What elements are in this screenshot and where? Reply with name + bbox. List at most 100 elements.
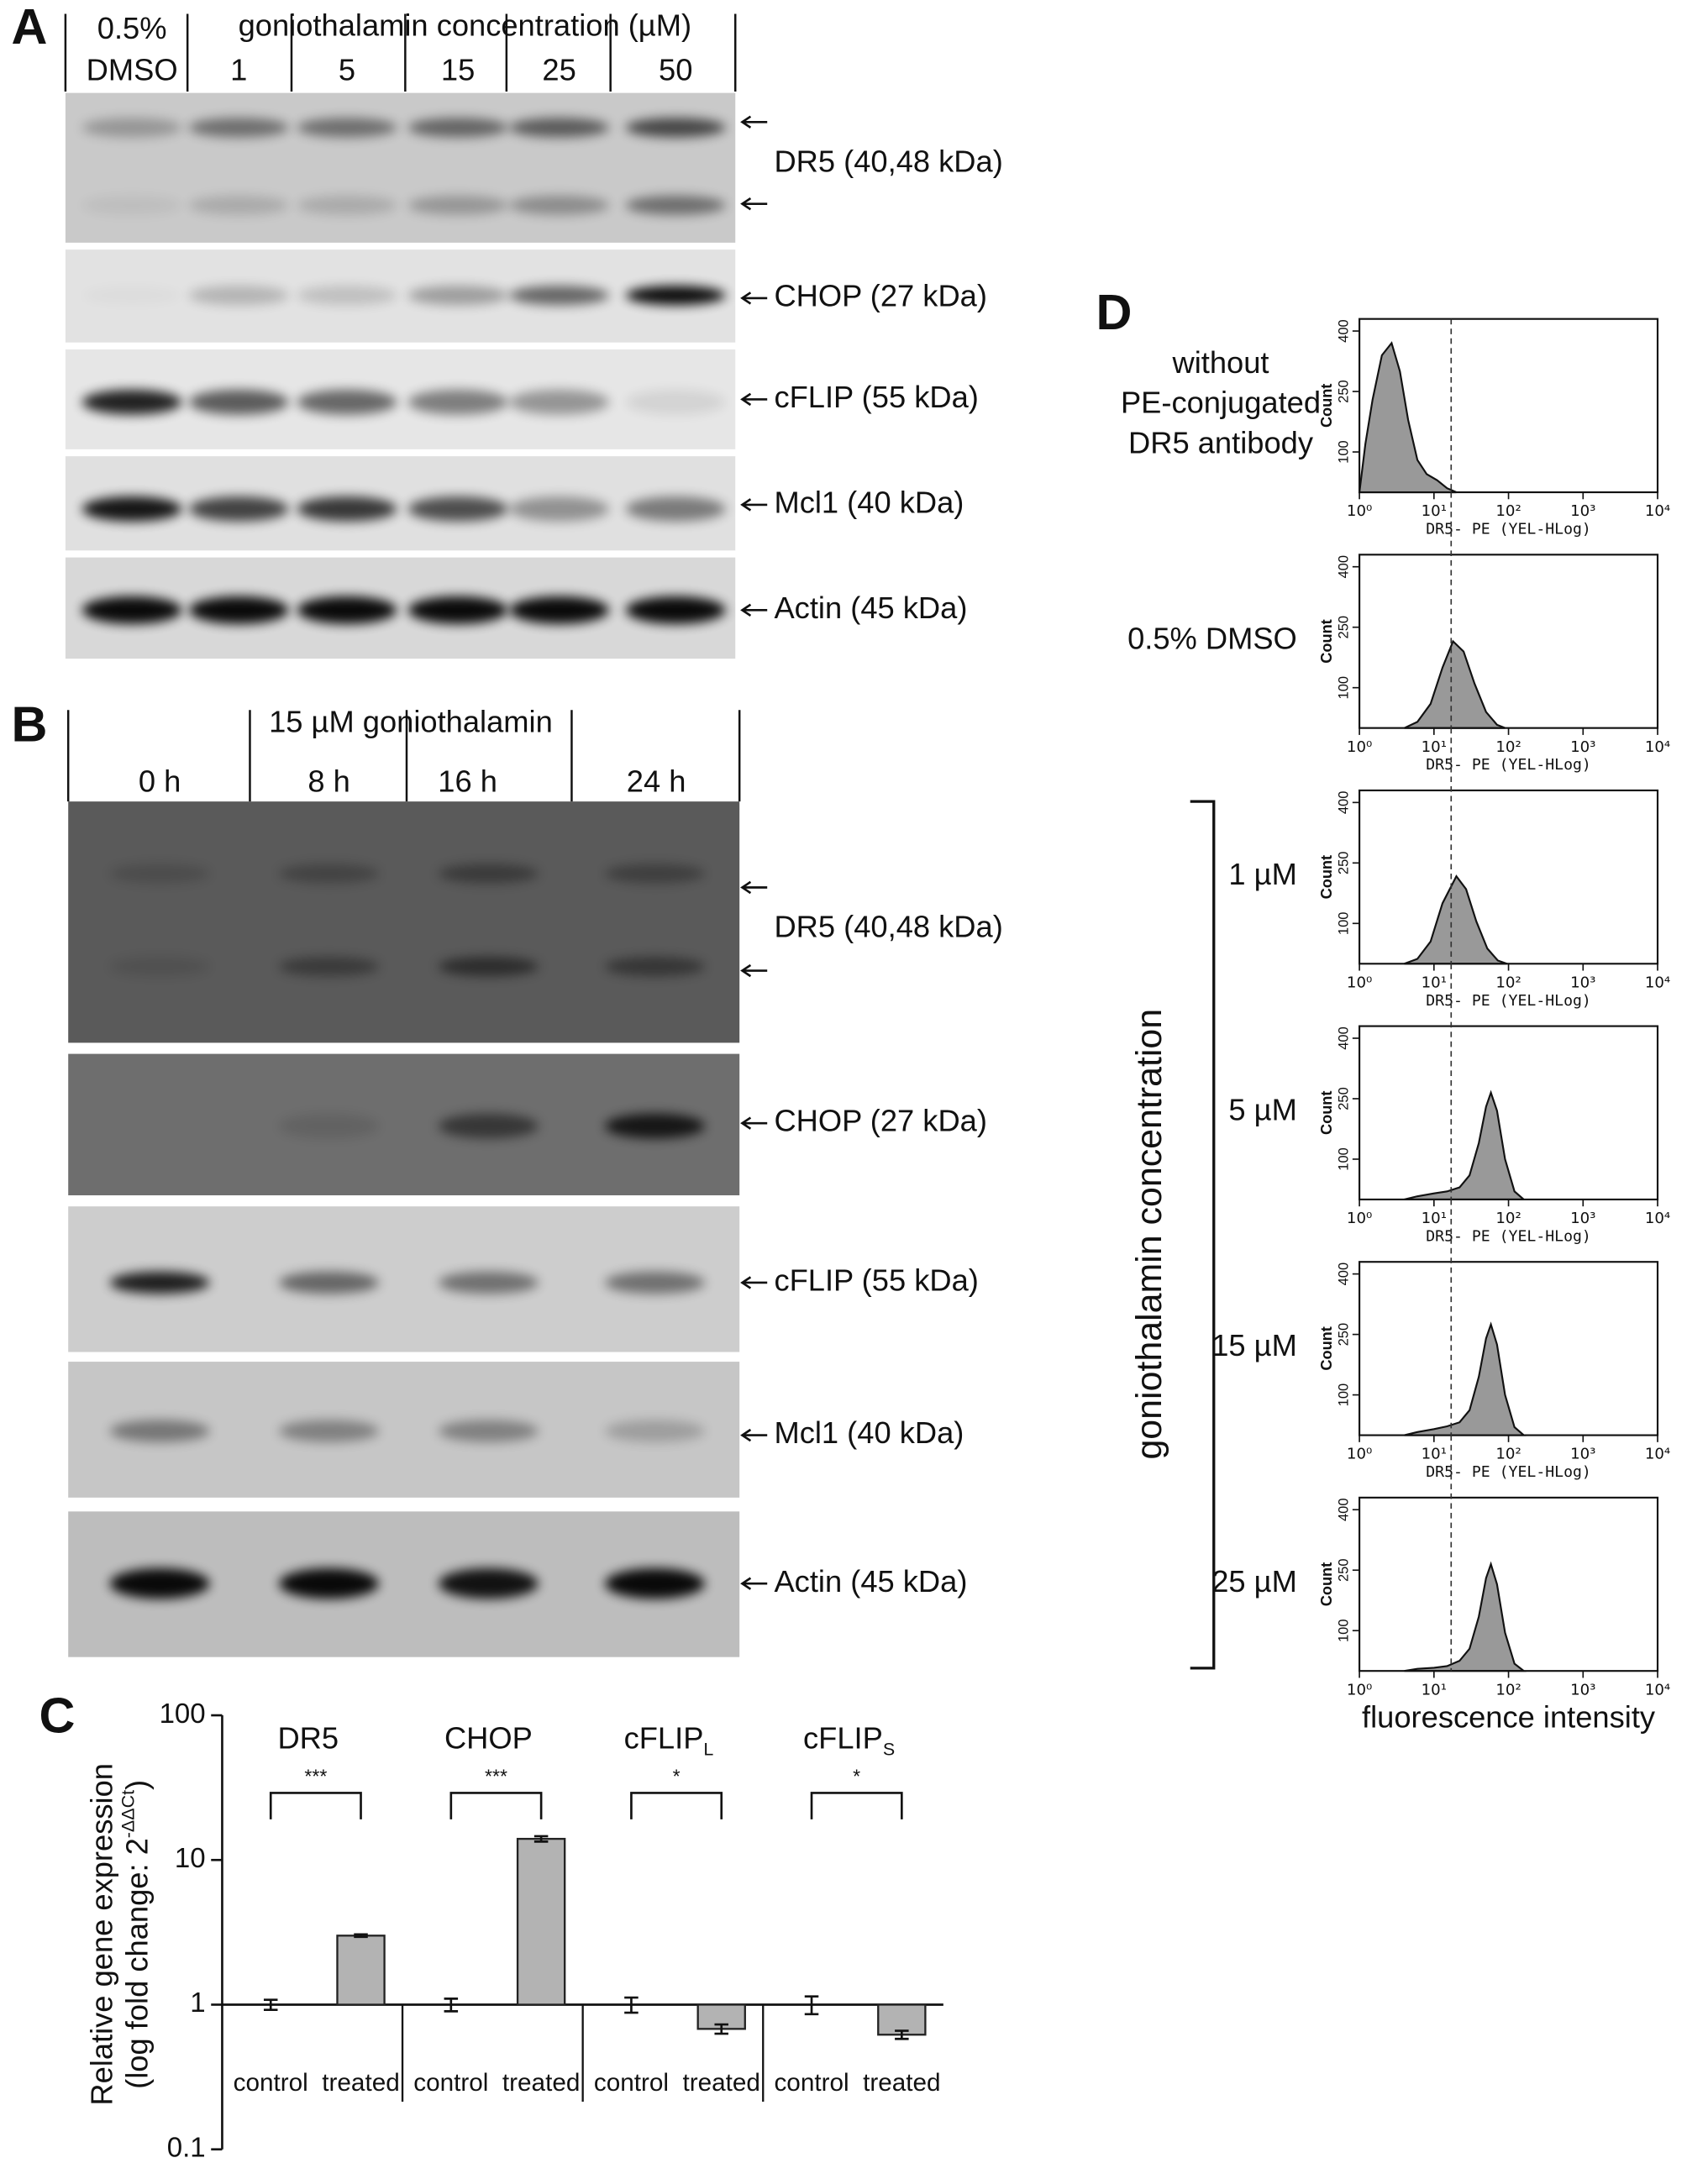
lane-label: 25 <box>542 52 575 87</box>
blot-band <box>188 118 289 138</box>
y-axis-label: Count <box>1318 619 1335 663</box>
y-tick-label: 400 <box>1336 1026 1351 1050</box>
plot-frame <box>1359 554 1659 729</box>
blot-band <box>625 389 726 415</box>
category-name: DR5 <box>277 1720 339 1755</box>
arrow-head <box>740 197 752 211</box>
histogram <box>1358 341 1457 494</box>
y-tick-label: 250 <box>1336 1558 1351 1582</box>
bar <box>516 1837 566 2006</box>
blot-band <box>188 596 289 624</box>
panel-d-bracket <box>1190 800 1216 1670</box>
lane-label: 24 h <box>627 764 686 798</box>
significance-bracket <box>630 1792 723 1819</box>
blot-strip <box>65 456 736 551</box>
significance-label: * <box>673 1765 681 1787</box>
histogram <box>1404 874 1507 965</box>
series-label: control <box>594 2069 669 2097</box>
blot-band <box>109 864 210 884</box>
blot-band <box>279 1113 379 1139</box>
x-tick-label: 10² <box>1495 1446 1521 1463</box>
blot-band <box>605 1271 705 1294</box>
series-label: control <box>234 2069 308 2097</box>
arrow-head <box>740 1276 752 1289</box>
sample-label: 15 µM <box>1211 1328 1297 1362</box>
x-tick-label: 10⁴ <box>1645 502 1670 520</box>
panel-a-title: goniothalamin concentration (µM) <box>239 8 691 43</box>
blot-label: Actin (45 kDa) <box>774 591 967 625</box>
x-tick-label: 10² <box>1495 1681 1521 1698</box>
panel-label: A <box>12 0 48 55</box>
blot-band <box>297 286 397 306</box>
x-tick-label: 10⁴ <box>1645 1681 1670 1698</box>
bar <box>336 1935 386 2006</box>
blot-band <box>438 1420 539 1442</box>
blot-band <box>279 1568 379 1599</box>
blot-strip <box>68 801 740 1043</box>
y-tick-label: 400 <box>1336 1498 1351 1521</box>
blot-label: Mcl1 (40 kDa) <box>774 1415 964 1450</box>
blot-band <box>438 864 539 884</box>
x-tick-label: 10³ <box>1570 1210 1595 1227</box>
x-tick-label: 10⁰ <box>1347 1210 1372 1227</box>
sample-label: 25 µM <box>1211 1564 1297 1599</box>
y-axis-label-part: (log fold change: 2 <box>119 1838 154 2089</box>
series-label: treated <box>502 2069 580 2097</box>
x-tick-label: 10³ <box>1570 502 1595 520</box>
y-axis-label: (log fold change: 2-ΔΔCt) <box>118 1780 154 2089</box>
arrow-head <box>740 963 752 978</box>
control-label: DMSO <box>87 52 178 87</box>
blot-band <box>188 389 289 415</box>
blot-band <box>407 596 508 624</box>
x-axis-label: fluorescence intensity <box>1362 1700 1656 1735</box>
blot-band <box>279 957 379 977</box>
blot-band <box>279 1420 379 1442</box>
blot-band <box>605 1420 705 1442</box>
blot-band <box>625 286 726 306</box>
blot-band <box>279 1271 379 1294</box>
blot-band <box>605 957 705 977</box>
x-tick-label: 10⁰ <box>1347 738 1372 756</box>
blot-band <box>438 1568 539 1599</box>
histogram <box>1404 639 1506 729</box>
error-bar <box>624 1996 639 2014</box>
category-label: cFLIPS <box>803 1720 895 1759</box>
y-tick-label: 250 <box>1336 1323 1351 1347</box>
blot-band <box>279 864 379 884</box>
blot-band <box>605 1568 705 1599</box>
blot-band <box>438 1113 539 1139</box>
blot-band <box>81 496 182 522</box>
blot-band <box>625 195 726 215</box>
blot-label: Actin (45 kDa) <box>774 1564 967 1599</box>
lane-label: 5 <box>339 52 355 87</box>
sample-label: PE-conjugated <box>1121 386 1321 420</box>
y-tick-label: 100 <box>1336 676 1351 700</box>
blot-band <box>109 1420 210 1442</box>
blot-band <box>297 496 397 522</box>
significance-label: *** <box>304 1765 327 1787</box>
x-tick-label: 10¹ <box>1422 738 1447 756</box>
arrow-head <box>740 1428 752 1442</box>
y-axis-label: Relative gene expression <box>85 1763 119 2106</box>
series-label: control <box>774 2069 849 2097</box>
y-tick-label: 100 <box>1336 1147 1351 1171</box>
x-tick-label: 10³ <box>1570 974 1595 991</box>
blot-band <box>605 1113 705 1139</box>
y-axis-label: Count <box>1318 384 1335 428</box>
blot-band <box>188 286 289 306</box>
x-tick-label: 10¹ <box>1422 502 1447 520</box>
blot-band <box>605 864 705 884</box>
blot-band <box>625 596 726 624</box>
y-tick-label: 400 <box>1336 1263 1351 1286</box>
plot-frame <box>1359 789 1659 965</box>
x-tick-label: 10¹ <box>1422 1210 1447 1227</box>
x-tick-label: 10² <box>1495 738 1521 756</box>
y-tick-label: 250 <box>1336 616 1351 639</box>
significance-bracket <box>810 1792 903 1819</box>
error-bar <box>804 1995 819 2016</box>
significance-bracket <box>449 1792 543 1819</box>
arrow-head <box>740 115 752 129</box>
blot-label: CHOP (27 kDa) <box>774 279 986 313</box>
